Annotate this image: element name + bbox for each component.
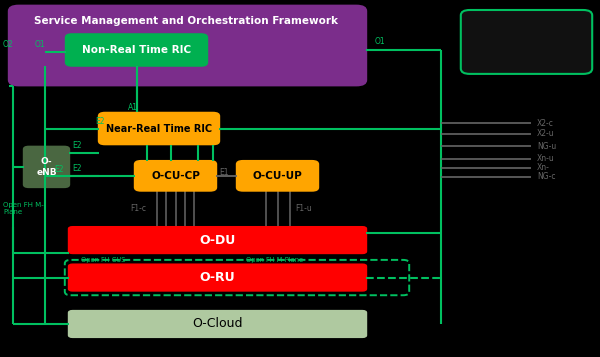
FancyBboxPatch shape: [98, 112, 220, 145]
Text: Legend: Legend: [506, 17, 547, 27]
Text: E2: E2: [72, 164, 82, 173]
Text: NG-c: NG-c: [537, 172, 556, 181]
FancyBboxPatch shape: [23, 146, 70, 188]
Text: O-CU-CP: O-CU-CP: [151, 171, 200, 181]
FancyBboxPatch shape: [68, 263, 367, 292]
Text: E1: E1: [219, 169, 229, 177]
Text: A1: A1: [128, 102, 138, 112]
Text: Xn-u: Xn-u: [537, 154, 555, 164]
FancyBboxPatch shape: [236, 160, 319, 192]
Text: O-RU: O-RU: [200, 271, 235, 284]
FancyBboxPatch shape: [65, 33, 208, 67]
Text: Near-Real Time RIC: Near-Real Time RIC: [106, 124, 212, 134]
Text: O-
eNB: O- eNB: [36, 157, 57, 177]
FancyBboxPatch shape: [68, 226, 367, 254]
Text: F1-c: F1-c: [130, 204, 146, 213]
Text: Open FH M-Plane: Open FH M-Plane: [246, 257, 303, 263]
Text: Open FH M-
Plane: Open FH M- Plane: [3, 202, 44, 215]
Text: E2: E2: [72, 141, 82, 150]
Text: Xn-: Xn-: [537, 163, 550, 172]
Text: O-Cloud: O-Cloud: [192, 317, 243, 331]
Text: O2: O2: [2, 40, 13, 49]
FancyBboxPatch shape: [68, 310, 367, 338]
Text: NG-u: NG-u: [537, 142, 556, 151]
Text: E2: E2: [54, 165, 64, 174]
Text: X2-c: X2-c: [537, 119, 554, 128]
FancyBboxPatch shape: [8, 5, 367, 86]
Text: Non-Real Time RIC: Non-Real Time RIC: [82, 45, 191, 55]
Text: O1: O1: [35, 40, 46, 49]
Text: O-CU-UP: O-CU-UP: [253, 171, 302, 181]
Text: Service Management and Orchestration Framework: Service Management and Orchestration Fra…: [34, 16, 338, 26]
Text: E2: E2: [95, 117, 104, 126]
Text: Open FH CUS-: Open FH CUS-: [81, 257, 128, 263]
Text: X2-u: X2-u: [537, 129, 554, 139]
Text: O-DU: O-DU: [199, 233, 236, 247]
Text: F1-u: F1-u: [296, 204, 312, 213]
Text: O1: O1: [375, 37, 386, 46]
FancyBboxPatch shape: [134, 160, 217, 192]
FancyBboxPatch shape: [461, 10, 592, 74]
